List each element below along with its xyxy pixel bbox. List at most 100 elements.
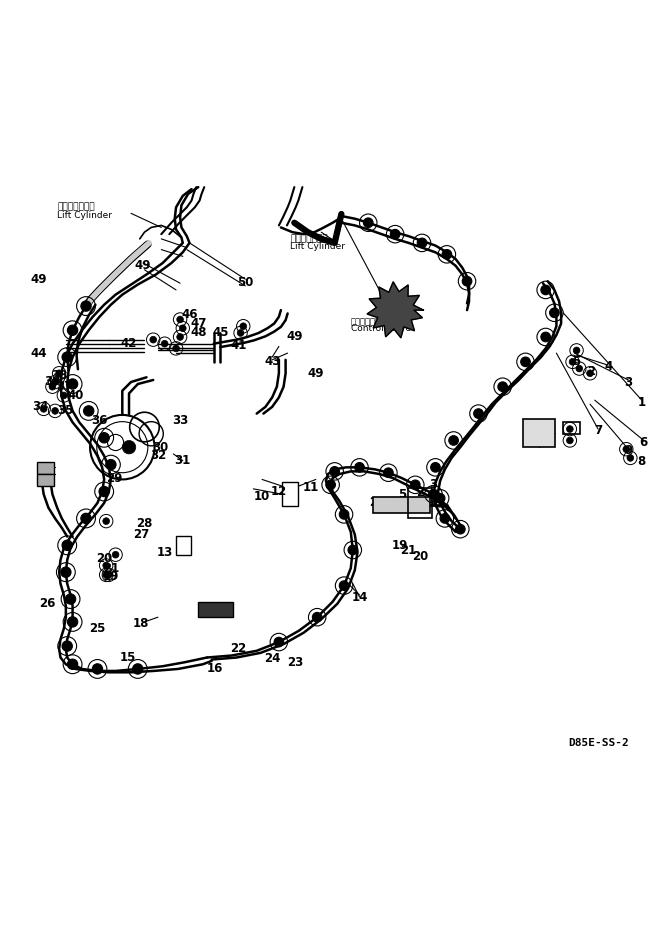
Circle shape [177,334,183,340]
Circle shape [339,581,349,590]
Circle shape [52,407,58,414]
Circle shape [81,514,91,524]
Text: 36: 36 [91,414,108,427]
Text: 3: 3 [624,376,632,389]
Circle shape [65,594,76,604]
Text: 45: 45 [212,326,228,339]
Text: 4: 4 [411,481,419,494]
Circle shape [103,518,110,525]
Circle shape [103,571,110,578]
Circle shape [112,552,119,558]
Text: 41: 41 [230,338,247,351]
Text: リフトシリンダ: リフトシリンダ [290,234,328,243]
Circle shape [99,487,110,497]
Text: 0: 0 [384,501,392,514]
Text: 2: 2 [369,497,377,510]
Text: 38: 38 [51,369,67,382]
Text: Control Valve: Control Valve [351,324,411,334]
Text: 4: 4 [604,360,612,373]
Circle shape [576,365,583,372]
Text: 2: 2 [587,365,595,378]
Circle shape [62,352,73,363]
Circle shape [627,455,634,461]
Circle shape [390,229,400,239]
Circle shape [60,567,71,577]
Circle shape [569,359,576,365]
Text: 50: 50 [237,276,253,289]
Circle shape [312,612,322,622]
Circle shape [161,340,168,347]
Circle shape [541,285,550,295]
Text: 43: 43 [264,355,280,368]
Text: 49: 49 [308,367,324,379]
Text: 20: 20 [96,553,112,565]
Text: 42: 42 [121,337,137,350]
Text: 25: 25 [89,623,106,635]
Text: 21: 21 [103,562,119,575]
Text: 3: 3 [429,497,437,510]
Circle shape [456,525,465,534]
Text: 8: 8 [638,455,646,468]
Text: 1: 1 [638,396,646,408]
Circle shape [330,467,339,476]
Circle shape [132,664,143,674]
Circle shape [462,277,472,286]
Circle shape [449,435,458,445]
Circle shape [274,637,284,647]
Circle shape [106,459,116,470]
Circle shape [179,325,186,332]
Circle shape [435,493,445,503]
Text: 10: 10 [254,489,270,502]
Text: 34: 34 [32,401,48,414]
Text: 23: 23 [288,656,304,669]
Text: 7: 7 [594,424,602,437]
Circle shape [60,392,67,399]
Text: リフトシリンダ: リフトシリンダ [57,203,95,212]
Polygon shape [367,282,423,337]
Circle shape [99,432,110,443]
Bar [408,488,432,518]
Text: 12: 12 [271,485,287,498]
Bar [176,536,191,555]
Circle shape [106,571,112,578]
Text: 30: 30 [152,441,168,454]
Text: 29: 29 [106,472,122,485]
Circle shape [440,514,450,523]
Circle shape [67,378,78,390]
Text: 6: 6 [640,436,648,449]
Circle shape [474,409,483,418]
Text: 49: 49 [135,259,151,272]
Text: 33: 33 [172,414,188,427]
Circle shape [62,641,73,651]
Text: 3: 3 [429,478,437,491]
Text: 14: 14 [351,591,368,604]
Text: 32: 32 [150,449,166,462]
Circle shape [498,382,507,391]
Circle shape [103,562,110,569]
Text: Lift Cylinder: Lift Cylinder [290,242,345,252]
Text: 49: 49 [286,331,302,344]
Circle shape [81,301,91,311]
Text: 49: 49 [31,273,47,286]
Circle shape [62,541,73,551]
Text: 27: 27 [133,528,149,541]
Text: 22: 22 [230,642,247,655]
Circle shape [429,489,438,499]
Circle shape [67,617,78,627]
Text: 5: 5 [387,497,395,510]
Bar [37,474,54,487]
Circle shape [83,405,94,416]
Circle shape [52,378,58,385]
Text: 2: 2 [416,487,424,500]
Circle shape [173,345,179,351]
Bar [37,462,54,474]
Text: 50: 50 [378,299,394,312]
Text: 37: 37 [56,380,73,393]
Text: 9: 9 [624,444,632,457]
Circle shape [177,316,183,322]
Circle shape [521,357,530,366]
Circle shape [326,480,335,489]
Circle shape [355,462,364,473]
Circle shape [566,426,573,432]
Circle shape [550,308,559,318]
